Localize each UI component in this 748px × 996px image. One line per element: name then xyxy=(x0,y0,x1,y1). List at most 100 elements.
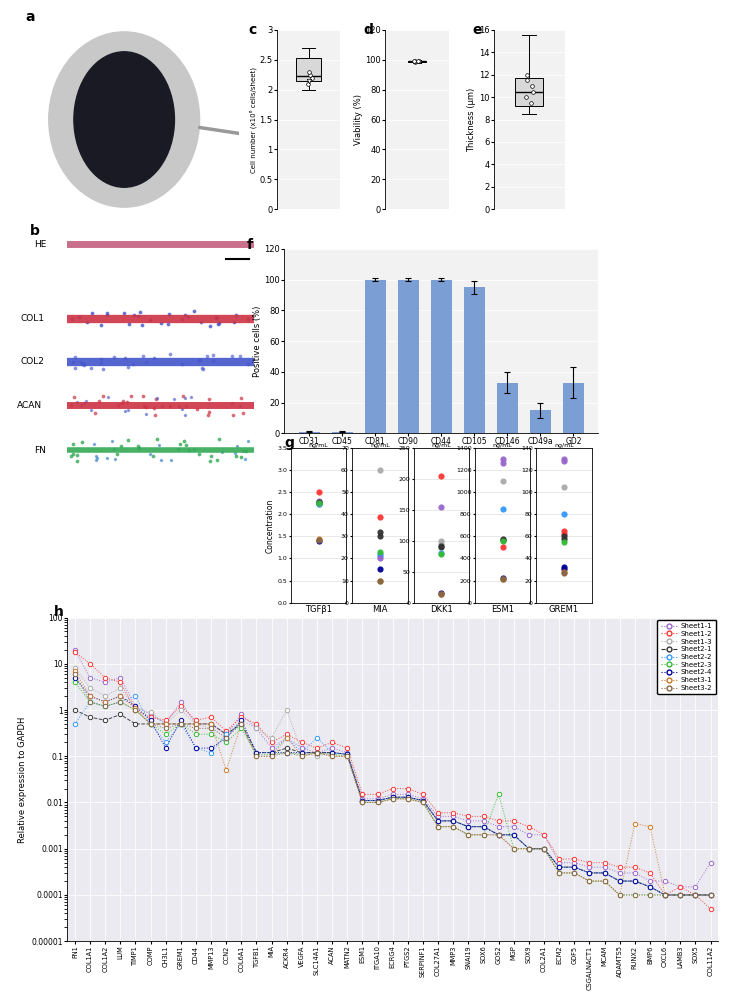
Point xyxy=(497,540,509,556)
Point xyxy=(134,304,146,320)
Point xyxy=(228,314,240,330)
Point xyxy=(402,789,414,805)
Point xyxy=(493,813,505,829)
Point xyxy=(133,439,145,455)
Point xyxy=(165,452,177,468)
Point xyxy=(629,887,641,903)
Point xyxy=(99,669,111,685)
Point xyxy=(220,762,232,778)
Point xyxy=(175,716,187,732)
Point xyxy=(508,827,520,843)
Point xyxy=(374,529,386,545)
Point xyxy=(435,538,447,554)
Point xyxy=(387,789,399,805)
Y-axis label: Relative expression to GAPDH: Relative expression to GAPDH xyxy=(19,716,28,843)
Point xyxy=(205,720,217,736)
Point xyxy=(165,347,177,363)
Legend: Sheet1-1, Sheet1-2, Sheet1-3, Sheet2-1, Sheet2-2, Sheet2-3, Sheet2-4, Sheet3-1, : Sheet1-1, Sheet1-2, Sheet1-3, Sheet2-1, … xyxy=(657,620,716,694)
Point xyxy=(236,712,248,728)
Point xyxy=(462,819,474,835)
Point xyxy=(613,873,625,889)
Point xyxy=(144,716,156,732)
Point xyxy=(84,694,96,710)
Point xyxy=(538,841,550,857)
Point xyxy=(280,730,292,746)
Point xyxy=(493,827,505,843)
Point xyxy=(613,887,625,903)
Point xyxy=(147,448,159,464)
Text: a: a xyxy=(25,10,35,24)
Point xyxy=(117,392,129,408)
Point xyxy=(236,706,248,722)
Point xyxy=(374,562,386,578)
Point xyxy=(523,841,535,857)
Point xyxy=(462,827,474,843)
Point xyxy=(402,789,414,805)
Title: ng/mL: ng/mL xyxy=(554,443,574,448)
Point xyxy=(220,726,232,742)
Point xyxy=(266,745,278,761)
Point xyxy=(212,317,224,333)
Point xyxy=(613,887,625,903)
Point xyxy=(114,688,126,704)
Point xyxy=(447,813,459,829)
Point xyxy=(266,745,278,761)
Point xyxy=(387,789,399,805)
Point xyxy=(132,308,144,324)
Point xyxy=(659,887,671,903)
Point xyxy=(326,746,338,762)
Point xyxy=(82,314,94,330)
Point xyxy=(251,716,263,732)
Bar xyxy=(398,280,419,433)
Point xyxy=(629,873,641,889)
Point xyxy=(118,305,130,321)
Point xyxy=(447,813,459,829)
Point xyxy=(102,388,114,404)
Point xyxy=(372,791,384,807)
Point xyxy=(326,745,338,761)
Point xyxy=(674,887,686,903)
Point xyxy=(97,388,109,404)
Ellipse shape xyxy=(49,32,200,207)
Point xyxy=(153,437,165,453)
Point xyxy=(144,716,156,732)
Point xyxy=(207,348,219,364)
Point xyxy=(111,446,123,462)
Point xyxy=(144,446,156,462)
Point xyxy=(613,887,625,903)
Point xyxy=(186,389,197,405)
X-axis label: MIA: MIA xyxy=(373,606,387,615)
Point xyxy=(402,789,414,805)
Point xyxy=(644,819,656,835)
Point xyxy=(296,745,308,761)
Point xyxy=(629,860,641,875)
Point xyxy=(558,562,570,578)
Point xyxy=(598,873,610,889)
Point xyxy=(387,791,399,807)
Point xyxy=(493,827,505,843)
Point xyxy=(357,793,369,809)
Point xyxy=(435,547,447,563)
Point xyxy=(220,730,232,746)
Point xyxy=(435,468,447,484)
Point xyxy=(568,860,580,875)
Point xyxy=(583,865,595,880)
Point xyxy=(266,730,278,746)
Point xyxy=(629,873,641,889)
Point xyxy=(690,887,702,903)
Point xyxy=(220,730,232,746)
Point xyxy=(266,740,278,756)
Point xyxy=(123,316,135,332)
Point xyxy=(690,887,702,903)
Point xyxy=(109,450,121,466)
Point xyxy=(237,443,249,459)
Point xyxy=(568,860,580,875)
Point xyxy=(91,449,103,465)
Point xyxy=(558,453,570,469)
Point xyxy=(114,669,126,685)
Point xyxy=(659,887,671,903)
Text: c: c xyxy=(248,23,257,37)
Point xyxy=(190,740,202,756)
Point xyxy=(205,716,217,732)
Point xyxy=(127,357,139,373)
